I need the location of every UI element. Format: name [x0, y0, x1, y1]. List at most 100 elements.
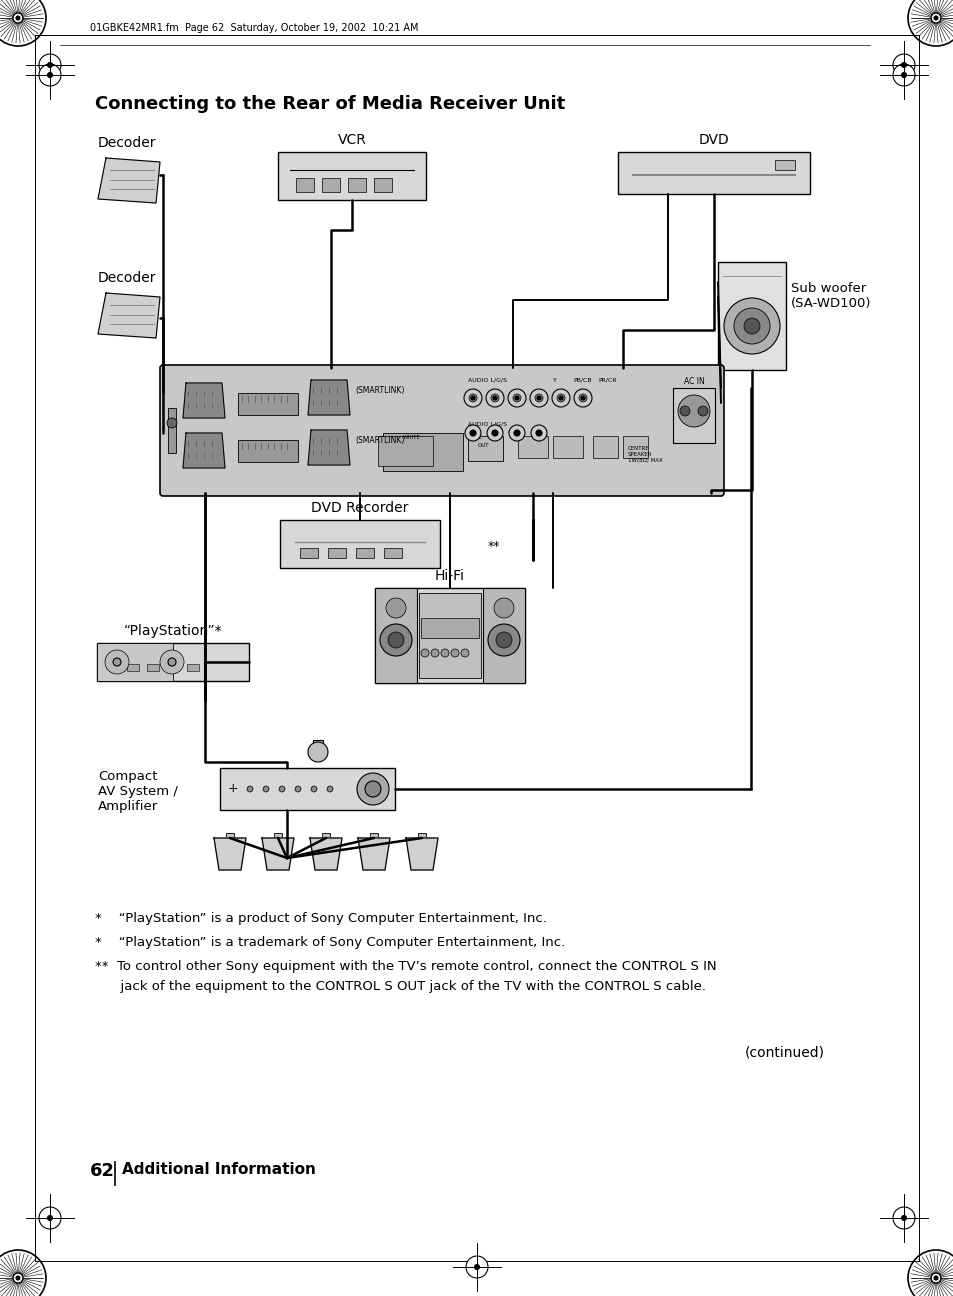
Circle shape — [311, 785, 316, 792]
Polygon shape — [308, 430, 350, 465]
Polygon shape — [183, 433, 225, 468]
Bar — [328, 548, 346, 557]
Bar — [517, 435, 547, 457]
Circle shape — [513, 394, 520, 402]
Circle shape — [892, 54, 914, 76]
Circle shape — [160, 651, 184, 674]
Text: AUDIO L/G/S: AUDIO L/G/S — [468, 378, 506, 384]
Circle shape — [535, 394, 542, 402]
Circle shape — [167, 419, 177, 428]
Circle shape — [48, 62, 52, 67]
Text: 62: 62 — [90, 1163, 115, 1179]
Bar — [277, 152, 426, 200]
Polygon shape — [310, 839, 341, 870]
Circle shape — [723, 298, 780, 354]
Bar — [220, 769, 395, 810]
Circle shape — [16, 16, 20, 19]
Circle shape — [388, 632, 403, 648]
Bar — [237, 393, 297, 415]
Circle shape — [892, 64, 914, 86]
Circle shape — [365, 781, 380, 797]
Polygon shape — [308, 380, 350, 415]
Bar — [280, 520, 439, 568]
Text: 01GBKE42MR1.fm  Page 62  Saturday, October 19, 2002  10:21 AM: 01GBKE42MR1.fm Page 62 Saturday, October… — [90, 23, 418, 32]
Text: Connecting to the Rear of Media Receiver Unit: Connecting to the Rear of Media Receiver… — [95, 95, 565, 113]
Bar — [618, 152, 809, 194]
Bar — [274, 833, 282, 839]
Bar — [468, 435, 502, 461]
Bar — [553, 435, 582, 457]
Circle shape — [901, 73, 905, 78]
Circle shape — [509, 425, 524, 441]
Circle shape — [420, 649, 429, 657]
Text: (SMARTLINK): (SMARTLINK) — [355, 435, 404, 445]
Bar — [377, 435, 433, 467]
Circle shape — [469, 394, 476, 402]
Circle shape — [743, 318, 760, 334]
Text: +: + — [228, 783, 238, 796]
Text: Sub woofer
(SA-WD100): Sub woofer (SA-WD100) — [790, 283, 871, 310]
Polygon shape — [262, 839, 294, 870]
Text: DVD: DVD — [698, 133, 729, 146]
Text: DVD Recorder: DVD Recorder — [311, 502, 408, 515]
Text: (continued): (continued) — [744, 1045, 824, 1059]
Text: Hi-Fi: Hi-Fi — [435, 569, 464, 583]
Circle shape — [580, 397, 584, 400]
Text: **: ** — [488, 540, 500, 553]
Text: **  To control other Sony equipment with the TV’s remote control, connect the CO: ** To control other Sony equipment with … — [95, 960, 716, 973]
Polygon shape — [357, 839, 390, 870]
Circle shape — [557, 394, 564, 402]
Circle shape — [678, 395, 709, 426]
Bar — [348, 179, 366, 192]
Text: jack of the equipment to the CONTROL S OUT jack of the TV with the CONTROL S cab: jack of the equipment to the CONTROL S O… — [95, 980, 705, 993]
Text: “PlayStation”*: “PlayStation”* — [124, 623, 222, 638]
Text: *    “PlayStation” is a product of Sony Computer Entertainment, Inc.: * “PlayStation” is a product of Sony Com… — [95, 912, 546, 925]
Bar — [168, 408, 175, 454]
Text: OUT: OUT — [477, 443, 489, 448]
Bar — [382, 433, 462, 470]
Text: VCR: VCR — [337, 133, 366, 146]
Circle shape — [105, 651, 129, 674]
Bar — [774, 159, 794, 170]
Bar — [672, 388, 714, 443]
Polygon shape — [98, 158, 160, 203]
Bar — [355, 548, 374, 557]
Bar — [147, 664, 159, 671]
Circle shape — [537, 397, 540, 400]
Bar — [127, 664, 139, 671]
Bar — [237, 441, 297, 461]
Circle shape — [471, 397, 475, 400]
Polygon shape — [183, 384, 225, 419]
Circle shape — [901, 1216, 905, 1221]
Circle shape — [493, 397, 497, 400]
Text: PB/CB: PB/CB — [573, 378, 591, 384]
Text: (SMARTLINK): (SMARTLINK) — [355, 386, 404, 395]
Circle shape — [112, 658, 121, 666]
Circle shape — [263, 785, 269, 792]
Text: Additional Information: Additional Information — [122, 1163, 315, 1177]
Bar — [718, 262, 785, 369]
Text: Y: Y — [553, 378, 557, 384]
Text: AUDIO L/G/S: AUDIO L/G/S — [468, 421, 506, 426]
Circle shape — [327, 785, 333, 792]
Circle shape — [514, 430, 519, 435]
Bar — [370, 833, 377, 839]
Bar — [313, 740, 323, 752]
Bar — [593, 435, 618, 457]
Circle shape — [530, 389, 547, 407]
Circle shape — [515, 397, 518, 400]
Circle shape — [486, 425, 502, 441]
Circle shape — [698, 406, 707, 416]
Bar — [420, 618, 478, 638]
Circle shape — [901, 62, 905, 67]
Bar — [322, 179, 339, 192]
Bar — [417, 833, 426, 839]
Circle shape — [578, 394, 586, 402]
Bar — [97, 643, 249, 680]
Text: AC IN: AC IN — [683, 377, 703, 386]
Circle shape — [465, 1256, 488, 1278]
Circle shape — [492, 430, 497, 435]
Circle shape — [470, 430, 476, 435]
Bar — [622, 435, 647, 457]
Bar — [322, 833, 330, 839]
